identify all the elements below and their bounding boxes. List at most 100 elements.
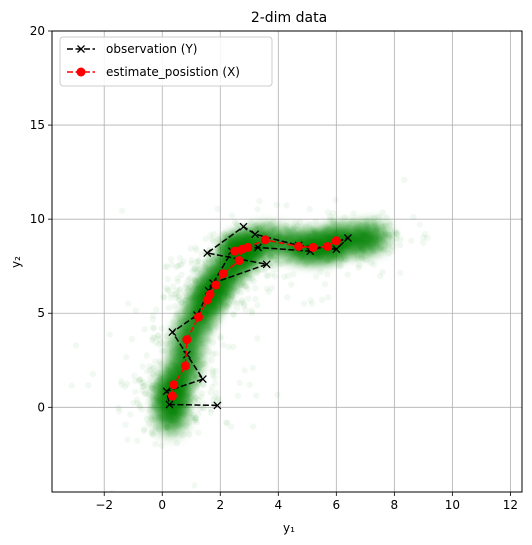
x-axis-label: y₁ [283,521,295,535]
density-speck [297,236,304,243]
density-speck [198,390,206,397]
density-speck [173,287,180,294]
density-speck [326,216,334,223]
density-speck [179,393,187,400]
density-speck [375,232,382,240]
density-speck [226,235,233,243]
density-speck [205,277,213,284]
estimate-point [180,361,190,371]
density-speck [350,210,357,217]
density-speck [380,232,387,239]
density-speck [214,236,222,243]
density-speck [191,335,199,342]
density-speck [217,333,224,340]
density-speck [192,266,199,273]
density-speck [258,228,265,235]
density-speck [317,238,324,245]
density-speck [190,411,197,419]
legend-estimate-label: estimate_posistion (X) [106,65,240,79]
density-speck [183,305,190,312]
density-speck [190,414,198,422]
density-speck [188,268,196,275]
y-tick-label: 20 [30,24,45,38]
density-speck [204,336,212,343]
density-speck [341,214,348,221]
density-speck [416,221,424,228]
density-speck [170,406,177,414]
density-speck [354,228,361,236]
density-speck [259,222,266,229]
density-speck [191,394,199,401]
density-speck [209,339,217,346]
density-speck [273,256,280,263]
density-speck [284,228,292,235]
density-speck [231,218,239,226]
density-speck [227,281,235,288]
density-speck [182,289,189,297]
density-speck [165,366,173,374]
density-speck [242,283,250,290]
density-speck [352,248,359,255]
density-speck [204,318,211,326]
density-speck [164,401,171,408]
density-speck [121,383,128,390]
observation-point [165,400,174,409]
density-speck [342,256,350,263]
density-speck [225,343,232,351]
density-speck [212,379,219,387]
density-speck [356,262,363,269]
density-speck [155,414,162,422]
density-speck [179,431,187,439]
density-speck [246,381,253,388]
density-speck [156,399,164,407]
density-speck [227,296,234,303]
density-speck [221,245,228,252]
density-speck [155,336,163,343]
density-speck [253,269,261,277]
density-speck [329,218,337,226]
density-speck [149,384,156,391]
density-speck [282,225,290,232]
density-speck [392,228,399,236]
density-speck [314,250,322,258]
density-speck [354,220,362,228]
density-speck [360,247,368,254]
estimate-point [194,312,204,322]
density-speck [280,235,287,242]
density-speck [258,266,265,274]
density-speck [317,253,324,261]
density-speck [194,285,202,292]
density-speck [209,369,216,376]
observation-point [262,260,271,269]
density-speck [193,415,200,422]
density-speck [168,291,175,298]
density-speck [323,224,330,231]
density-speck [292,252,299,260]
density-speck [239,298,246,306]
density-speck [162,263,169,270]
density-speck [397,269,404,277]
density-speck [210,302,218,309]
density-speck [368,234,376,241]
density-speck [140,427,148,435]
density-speck [156,376,164,384]
density-speck [175,296,183,304]
density-speck [210,309,217,316]
density-speck [185,328,193,335]
density-speck [325,233,332,240]
density-speck [369,246,376,253]
density-speck [245,252,253,259]
density-speck [192,244,199,251]
density-speck [149,334,157,342]
density-speck [360,239,367,246]
density-speck [282,259,289,266]
density-speck [213,296,220,303]
density-speck [185,302,192,310]
density-speck [377,243,384,251]
density-speck [219,280,226,287]
density-speck [340,256,348,264]
density-speck [197,277,204,284]
estimate-point [230,246,240,256]
density-core [365,225,388,248]
density-speck [167,255,175,263]
